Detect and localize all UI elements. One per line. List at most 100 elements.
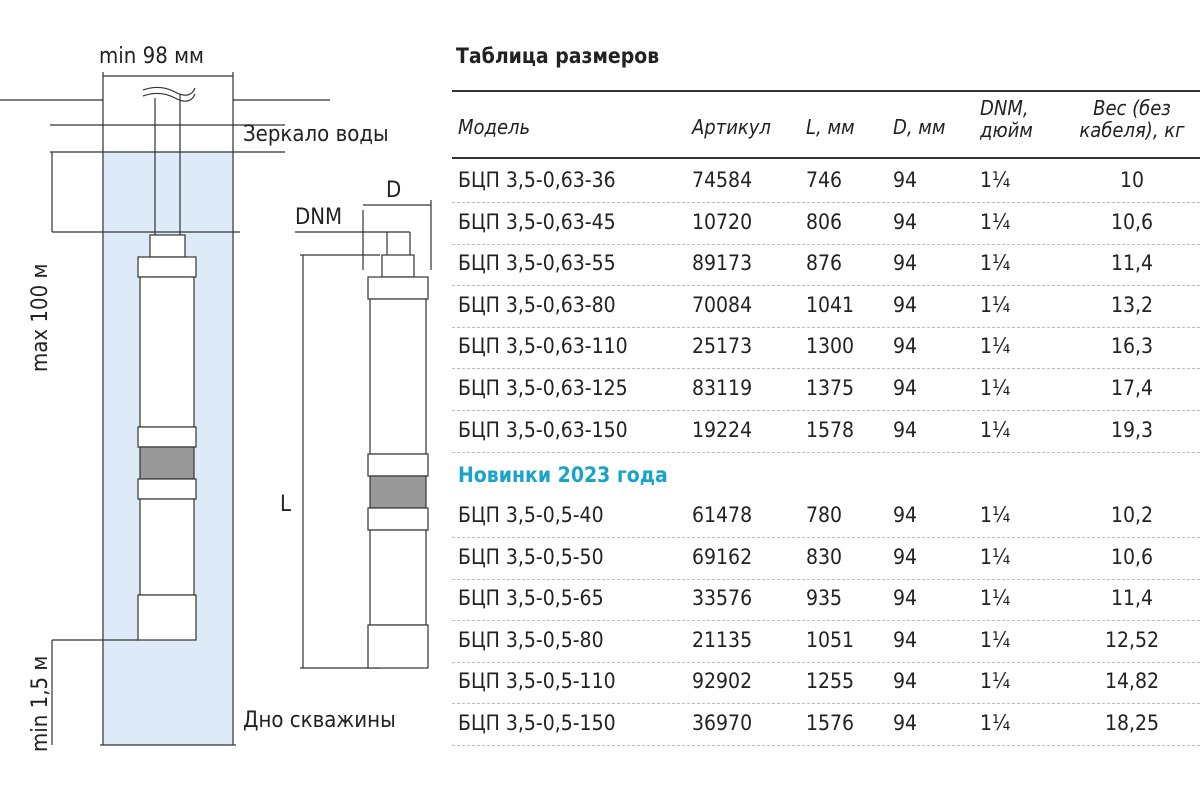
cell-length: 806 <box>806 209 843 234</box>
cell-dnm: 1¼ <box>980 544 1011 569</box>
dnm-label: DNM <box>295 205 343 230</box>
divider <box>452 90 1200 92</box>
water-level-label: Зеркало воды <box>243 122 389 147</box>
cell-weight: 17,4 <box>1110 376 1154 400</box>
table-row: БЦП 3,5-0,5-65 33576 935 94 1¼ 11,4 <box>452 579 1200 622</box>
cell-length: 1578 <box>806 417 855 442</box>
header-d: D, мм <box>893 115 946 139</box>
cell-article: 61478 <box>692 503 753 527</box>
cell-length: 935 <box>806 586 843 611</box>
max-depth-label: max 100 м <box>28 263 53 372</box>
cell-model: БЦП 3,5-0,63-36 <box>458 168 616 192</box>
header-model: Модель <box>458 115 531 139</box>
table-row: БЦП 3,5-0,63-125 83119 1375 94 1¼ 17,4 <box>452 369 1200 411</box>
cell-model: БЦП 3,5-0,63-45 <box>458 209 616 234</box>
ground-hatch <box>0 99 330 746</box>
table-row: БЦП 3,5-0,63-80 70084 1041 94 1¼ 13,2 <box>452 286 1200 328</box>
cell-weight: 10 <box>1119 168 1145 192</box>
divider <box>452 157 1200 159</box>
cell-weight: 12,52 <box>1104 627 1160 652</box>
cell-dnm: 1¼ <box>980 376 1011 400</box>
cell-model: БЦП 3,5-0,5-150 <box>458 711 616 735</box>
cell-weight: 18,25 <box>1104 711 1160 735</box>
cell-model: БЦП 3,5-0,63-150 <box>458 417 628 442</box>
cell-weight: 14,82 <box>1104 669 1160 694</box>
cell-article: 74584 <box>692 168 753 192</box>
cell-article: 10720 <box>692 209 753 234</box>
cell-model: БЦП 3,5-0,5-110 <box>458 669 616 694</box>
cell-length: 780 <box>806 503 843 527</box>
cell-article: 69162 <box>692 544 753 569</box>
cell-dnm: 1¼ <box>980 627 1011 652</box>
cell-article: 19224 <box>692 417 753 442</box>
header-dnm: DNM, дюйм <box>980 96 1033 142</box>
cell-dnm: 1¼ <box>980 168 1011 192</box>
table-row: БЦП 3,5-0,63-110 25173 1300 94 1¼ 16,3 <box>452 327 1200 370</box>
well-width-label: min 98 мм <box>99 44 204 69</box>
section-new-2023: Новинки 2023 года <box>458 463 668 487</box>
cell-model: БЦП 3,5-0,5-80 <box>458 627 604 652</box>
table-row: БЦП 3,5-0,63-150 19224 1578 94 1¼ 19,3 <box>452 411 1200 453</box>
cell-dnm: 1¼ <box>980 503 1011 527</box>
header-article: Артикул <box>692 115 771 139</box>
cell-article: 92902 <box>692 669 753 694</box>
cell-weight: 11,4 <box>1110 586 1154 611</box>
header-l: L, мм <box>806 115 855 139</box>
cell-model: БЦП 3,5-0,5-65 <box>458 586 604 611</box>
l-label: L <box>280 492 292 517</box>
well-bottom-label: Дно скважины <box>243 708 396 733</box>
table-row: БЦП 3,5-0,5-150 36970 1576 94 1¼ 18,25 <box>452 704 1200 746</box>
cell-diameter: 94 <box>893 417 918 442</box>
cell-dnm: 1¼ <box>980 334 1011 359</box>
cell-weight: 13,2 <box>1110 292 1154 317</box>
table-row: БЦП 3,5-0,63-45 10720 806 94 1¼ 10,6 <box>452 203 1200 245</box>
cell-diameter: 94 <box>893 251 918 276</box>
cell-length: 746 <box>806 168 843 192</box>
table-row: БЦП 3,5-0,5-40 61478 780 94 1¼ 10,2 <box>452 496 1200 538</box>
cell-diameter: 94 <box>893 586 918 611</box>
cell-weight: 10,2 <box>1110 503 1154 527</box>
cell-diameter: 94 <box>893 334 918 359</box>
table-row: БЦП 3,5-0,63-55 89173 876 94 1¼ 11,4 <box>452 244 1200 287</box>
cell-diameter: 94 <box>893 292 918 317</box>
cell-dnm: 1¼ <box>980 292 1011 317</box>
cell-article: 21135 <box>692 627 753 652</box>
cell-length: 1576 <box>806 711 855 735</box>
cell-weight: 10,6 <box>1110 544 1154 569</box>
cell-length: 1375 <box>806 376 855 400</box>
min-bottom-label: min 1,5 м <box>28 655 53 752</box>
table-row: БЦП 3,5-0,5-110 92902 1255 94 1¼ 14,82 <box>452 662 1200 705</box>
cell-length: 1041 <box>806 292 855 317</box>
cell-dnm: 1¼ <box>980 251 1011 276</box>
cell-dnm: 1¼ <box>980 417 1011 442</box>
cell-diameter: 94 <box>893 168 918 192</box>
cell-dnm: 1¼ <box>980 586 1011 611</box>
cell-weight: 19,3 <box>1110 417 1154 442</box>
cell-diameter: 94 <box>893 503 918 527</box>
cell-diameter: 94 <box>893 544 918 569</box>
cell-model: БЦП 3,5-0,5-50 <box>458 544 604 569</box>
cell-article: 33576 <box>692 586 753 611</box>
cell-weight: 16,3 <box>1110 334 1154 359</box>
cell-dnm: 1¼ <box>980 669 1011 694</box>
cell-article: 83119 <box>692 376 753 400</box>
cell-diameter: 94 <box>893 669 918 694</box>
cell-article: 25173 <box>692 334 753 359</box>
table-row: БЦП 3,5-0,63-36 74584 746 94 1¼ 10 <box>452 161 1200 203</box>
cell-diameter: 94 <box>893 627 918 652</box>
cell-weight: 11,4 <box>1110 251 1154 276</box>
table-row: БЦП 3,5-0,5-50 69162 830 94 1¼ 10,6 <box>452 538 1200 580</box>
cell-article: 36970 <box>692 711 753 735</box>
cell-dnm: 1¼ <box>980 711 1011 735</box>
header-weight: Вес (без кабеля), кг <box>1079 96 1185 142</box>
cell-length: 1255 <box>806 669 855 694</box>
cell-diameter: 94 <box>893 711 918 735</box>
pump-drawing-right <box>367 254 429 669</box>
cell-length: 1051 <box>806 627 855 652</box>
cell-diameter: 94 <box>893 209 918 234</box>
cell-dnm: 1¼ <box>980 209 1011 234</box>
cell-weight: 10,6 <box>1110 209 1154 234</box>
table-row: БЦП 3,5-0,5-80 21135 1051 94 1¼ 12,52 <box>452 621 1200 663</box>
